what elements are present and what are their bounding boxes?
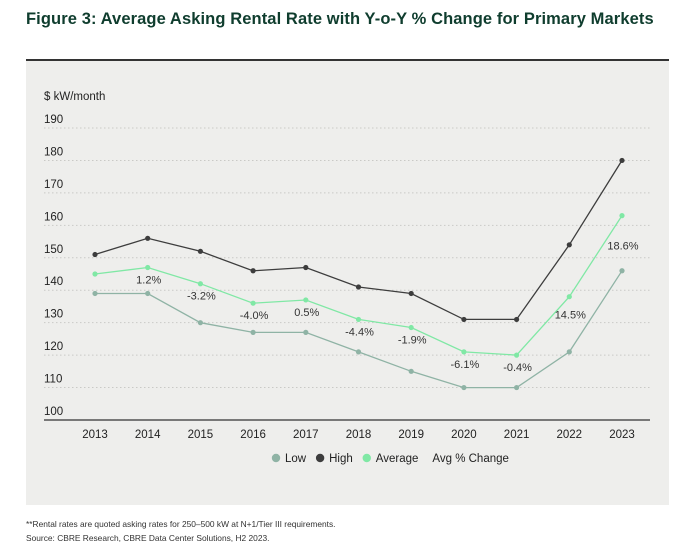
pct-change-label: 18.6% (607, 241, 638, 253)
x-tick-label: 2014 (135, 429, 161, 441)
low-point (514, 384, 520, 391)
high-legend-marker (315, 453, 325, 463)
average-point (250, 300, 256, 306)
x-tick-label: 2016 (240, 429, 266, 441)
x-tick-label: 2020 (451, 429, 477, 441)
source-footnote: Source: CBRE Research, CBRE Data Center … (26, 533, 270, 543)
rental-rate-footnote: **Rental rates are quoted asking rates f… (26, 519, 336, 529)
y-tick-label: 160 (44, 211, 63, 223)
average-point (514, 352, 520, 358)
low-legend-label: Low (285, 453, 307, 465)
low-point (250, 329, 256, 335)
pct-change-label: 1.2% (136, 275, 161, 287)
low-point (566, 349, 572, 355)
y-tick-label: 190 (44, 114, 63, 126)
average-point (619, 213, 625, 219)
average-point (461, 349, 467, 355)
pct-change-label: -6.1% (451, 359, 480, 371)
average-legend-label: Average (376, 453, 419, 465)
y-tick-label: 150 (44, 244, 63, 256)
pct-change-label: -3.2% (187, 291, 216, 303)
y-axis-label: $ kW/month (44, 91, 105, 103)
y-tick-label: 130 (44, 309, 63, 321)
x-tick-label: 2017 (293, 429, 319, 441)
y-tick-label: 170 (44, 179, 63, 191)
high-point (619, 157, 625, 164)
x-tick-label: 2021 (504, 429, 530, 441)
high-legend-label: High (329, 453, 353, 465)
figure-title: Figure 3: Average Asking Rental Rate wit… (26, 10, 654, 28)
average-point (145, 264, 151, 271)
low-point (197, 320, 203, 326)
average-point (408, 324, 414, 331)
average-point (197, 281, 203, 287)
y-tick-label: 180 (44, 146, 63, 158)
low-point (303, 329, 309, 335)
y-tick-label: 100 (44, 406, 63, 418)
y-tick-label: 140 (44, 276, 63, 288)
high-point (92, 251, 98, 258)
low-point (355, 349, 362, 355)
high-series-line (94, 160, 623, 321)
x-tick-label: 2015 (188, 429, 214, 441)
pct-change-label: -1.9% (398, 335, 427, 347)
y-tick-label: 120 (44, 341, 63, 353)
pct-change-label: -0.4% (503, 362, 532, 374)
average-point (566, 294, 572, 300)
x-tick-label: 2022 (557, 429, 583, 441)
high-point (355, 284, 362, 290)
average-point (355, 316, 362, 323)
high-point (408, 290, 414, 297)
avg-change-legend-label: Avg % Change (432, 453, 509, 465)
high-point (303, 264, 309, 271)
high-point (145, 235, 151, 241)
high-point (197, 248, 203, 254)
x-tick-label: 2023 (609, 429, 635, 441)
panel-top-rule (26, 59, 669, 61)
x-tick-label: 2019 (398, 429, 424, 441)
y-tick-label: 110 (44, 374, 62, 386)
average-point (92, 271, 98, 277)
low-point (461, 384, 467, 391)
pct-change-label: -4.4% (345, 326, 374, 338)
low-legend-marker (271, 453, 281, 463)
x-tick-label: 2013 (82, 429, 108, 441)
average-legend-marker (362, 453, 371, 463)
high-point (461, 316, 467, 323)
x-tick-label: 2018 (346, 429, 372, 441)
average-point (303, 297, 309, 303)
low-point (92, 290, 98, 297)
chart-legend: Low High Average Avg % Change (271, 453, 509, 465)
low-point (145, 290, 151, 297)
pct-change-label: 0.5% (294, 307, 319, 319)
low-point (619, 268, 625, 274)
low-point (408, 368, 414, 374)
high-point (514, 316, 520, 323)
pct-change-label: 14.5% (555, 310, 586, 322)
pct-change-label: -4.0% (240, 310, 269, 322)
high-point (250, 268, 256, 274)
high-point (566, 242, 572, 248)
